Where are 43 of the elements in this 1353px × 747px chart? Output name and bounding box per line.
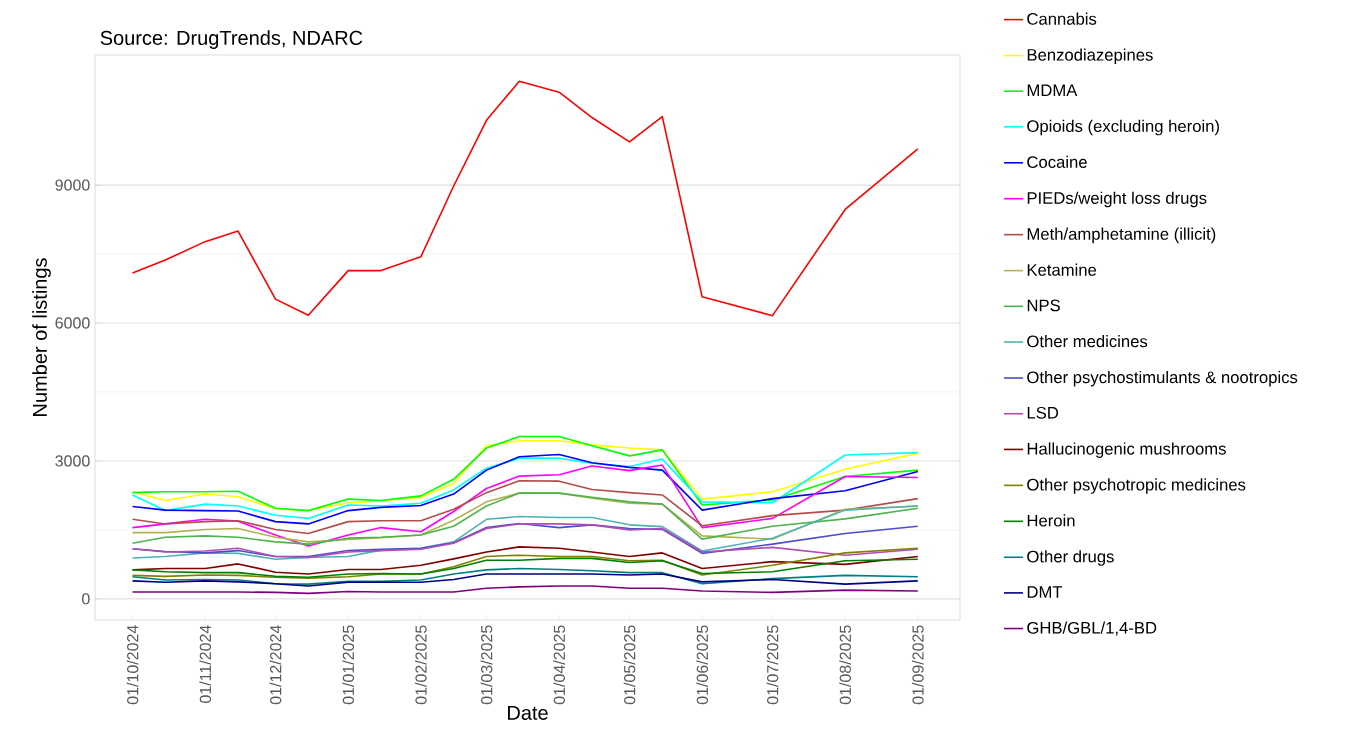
- x-tick-label: 01/11/2024: [199, 625, 212, 703]
- legend-label: Hallucinogenic mushrooms: [1027, 442, 1226, 458]
- x-tick-label: 01/02/2025: [414, 625, 427, 705]
- legend-label: GHB/GBL/1,4-BD: [1027, 621, 1157, 636]
- y-tick-label: 6000: [55, 317, 90, 329]
- line-series: [131, 464, 919, 547]
- legend-label: PIEDs/weight loss drugs: [1027, 191, 1207, 208]
- legend-label: Heroin: [1027, 514, 1075, 527]
- x-tick-label: 01/07/2025: [766, 625, 779, 705]
- legend-label: Other psychotropic medicines: [1027, 478, 1246, 494]
- legend-label: NPS: [1027, 299, 1060, 312]
- line-series: [131, 557, 919, 579]
- x-tick-label: 01/09/2025: [911, 625, 924, 705]
- legend-label: Other psychostimulants & nootropics: [1027, 370, 1298, 387]
- x-tick-label: 01/05/2025: [623, 625, 636, 705]
- x-tick-label: 01/10/2024: [126, 625, 139, 705]
- legend-label: Meth/amphetamine (illicit): [1027, 227, 1216, 244]
- line-series: [131, 505, 919, 561]
- legend-label: Benzodiazepines: [1027, 48, 1153, 65]
- x-tick-label: 01/08/2025: [839, 625, 852, 705]
- x-tick-label: 01/03/2025: [480, 625, 493, 705]
- legend-label: Cannabis: [1027, 12, 1097, 25]
- x-axis-title: Date: [508, 705, 548, 720]
- y-tick-label: 0: [82, 593, 90, 605]
- legend-label: Cocaine: [1027, 155, 1087, 168]
- legend-label: Opioids (excluding heroin): [1027, 119, 1219, 136]
- x-tick-label: 01/12/2024: [269, 625, 282, 705]
- x-tick-label: 01/06/2025: [696, 625, 709, 705]
- line-series: [131, 80, 919, 317]
- line-series: [131, 567, 919, 585]
- y-axis-title: Number of listings: [32, 258, 51, 416]
- legend-label: DMT: [1027, 586, 1063, 598]
- y-tick-label: 9000: [55, 179, 90, 191]
- legend-label: LSD: [1027, 406, 1059, 419]
- legend-label: Other medicines: [1027, 335, 1148, 348]
- legend-label: Ketamine: [1027, 263, 1097, 276]
- x-tick-label: 01/04/2025: [553, 625, 566, 705]
- chart-title: Source: DrugTrends, NDARC: [100, 30, 363, 49]
- y-tick-label: 3000: [55, 455, 90, 467]
- line-series: [131, 479, 919, 535]
- legend-label: MDMA: [1027, 84, 1078, 96]
- x-tick-label: 01/01/2025: [342, 625, 355, 705]
- legend-label: Other drugs: [1027, 550, 1114, 566]
